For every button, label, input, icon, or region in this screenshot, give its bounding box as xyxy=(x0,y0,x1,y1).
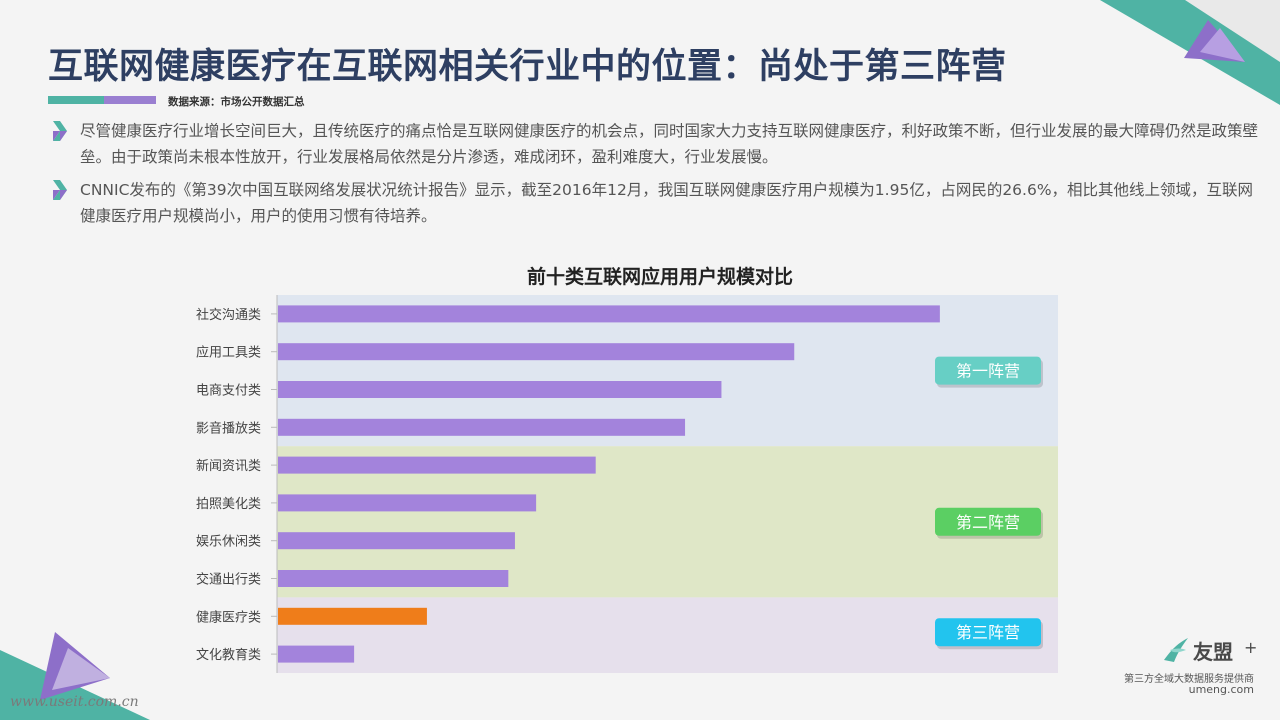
logo-url: umeng.com xyxy=(1188,683,1254,696)
title-underline-purple xyxy=(104,96,156,104)
bar xyxy=(278,532,515,550)
corner-decoration-bottom-left xyxy=(0,632,150,720)
category-label: 娱乐休闲类 xyxy=(196,535,261,550)
bullet-text: CNNIC发布的《第39次中国互联网络发展状况统计报告》显示，截至2016年12… xyxy=(80,181,1254,225)
category-label: 应用工具类 xyxy=(196,345,261,361)
bar xyxy=(278,570,509,587)
chevron-right-icon xyxy=(53,180,67,200)
data-source-note: 数据来源：市场公开数据汇总 xyxy=(168,96,305,108)
logo-plus: + xyxy=(1244,638,1258,657)
tier-badge-label: 第三阵营 xyxy=(956,623,1020,642)
title-underline-teal xyxy=(48,96,104,104)
tier-badge xyxy=(935,507,1041,536)
umeng-logo-icon xyxy=(1164,638,1188,662)
category-label: 健康医疗类 xyxy=(196,609,261,625)
bullet-list: 尽管健康医疗行业增长空间巨大，且传统医疗的痛点恰是互联网健康医疗的机会点，同时国… xyxy=(50,118,1260,236)
category-label: 文化教育类 xyxy=(196,647,261,663)
bullet-item: CNNIC发布的《第39次中国互联网络发展状况统计报告》显示，截至2016年12… xyxy=(50,177,1260,229)
bullet-text: 尽管健康医疗行业增长空间巨大，且传统医疗的痛点恰是互联网健康医疗的机会点，同时国… xyxy=(80,122,1259,166)
bar xyxy=(278,343,795,361)
category-label: 社交沟通类 xyxy=(196,307,261,323)
watermark: www.useit.com.cn xyxy=(10,694,139,710)
bar xyxy=(278,607,427,625)
chevron-right-icon xyxy=(53,121,67,141)
bar xyxy=(278,418,686,436)
bar xyxy=(278,494,537,512)
category-label: 影音播放类 xyxy=(196,420,261,436)
tier-badge-label: 第一阵营 xyxy=(956,362,1020,381)
bar xyxy=(278,645,355,663)
category-label: 电商支付类 xyxy=(196,384,261,399)
bar xyxy=(278,381,722,398)
tier-badge-label: 第二阵营 xyxy=(956,513,1020,532)
bullet-item: 尽管健康医疗行业增长空间巨大，且传统医疗的痛点恰是互联网健康医疗的机会点，同时国… xyxy=(50,118,1260,170)
bar xyxy=(278,305,940,323)
category-label: 交通出行类 xyxy=(196,572,261,588)
category-label: 新闻资讯类 xyxy=(196,458,261,474)
tier-badge xyxy=(935,618,1041,647)
logo-name: 友盟 xyxy=(1193,640,1233,664)
page-title: 互联网健康医疗在互联网相关行业中的位置：尚处于第三阵营 xyxy=(48,47,1007,87)
logo-tagline: 第三方全域大数据服务提供商 xyxy=(1124,674,1254,685)
tier-badge xyxy=(935,356,1041,385)
corner-decoration-top-right xyxy=(1100,0,1280,105)
chart-title: 前十类互联网应用用户规模对比 xyxy=(526,266,793,288)
category-label: 拍照美化类 xyxy=(196,497,261,512)
bar xyxy=(278,456,596,474)
